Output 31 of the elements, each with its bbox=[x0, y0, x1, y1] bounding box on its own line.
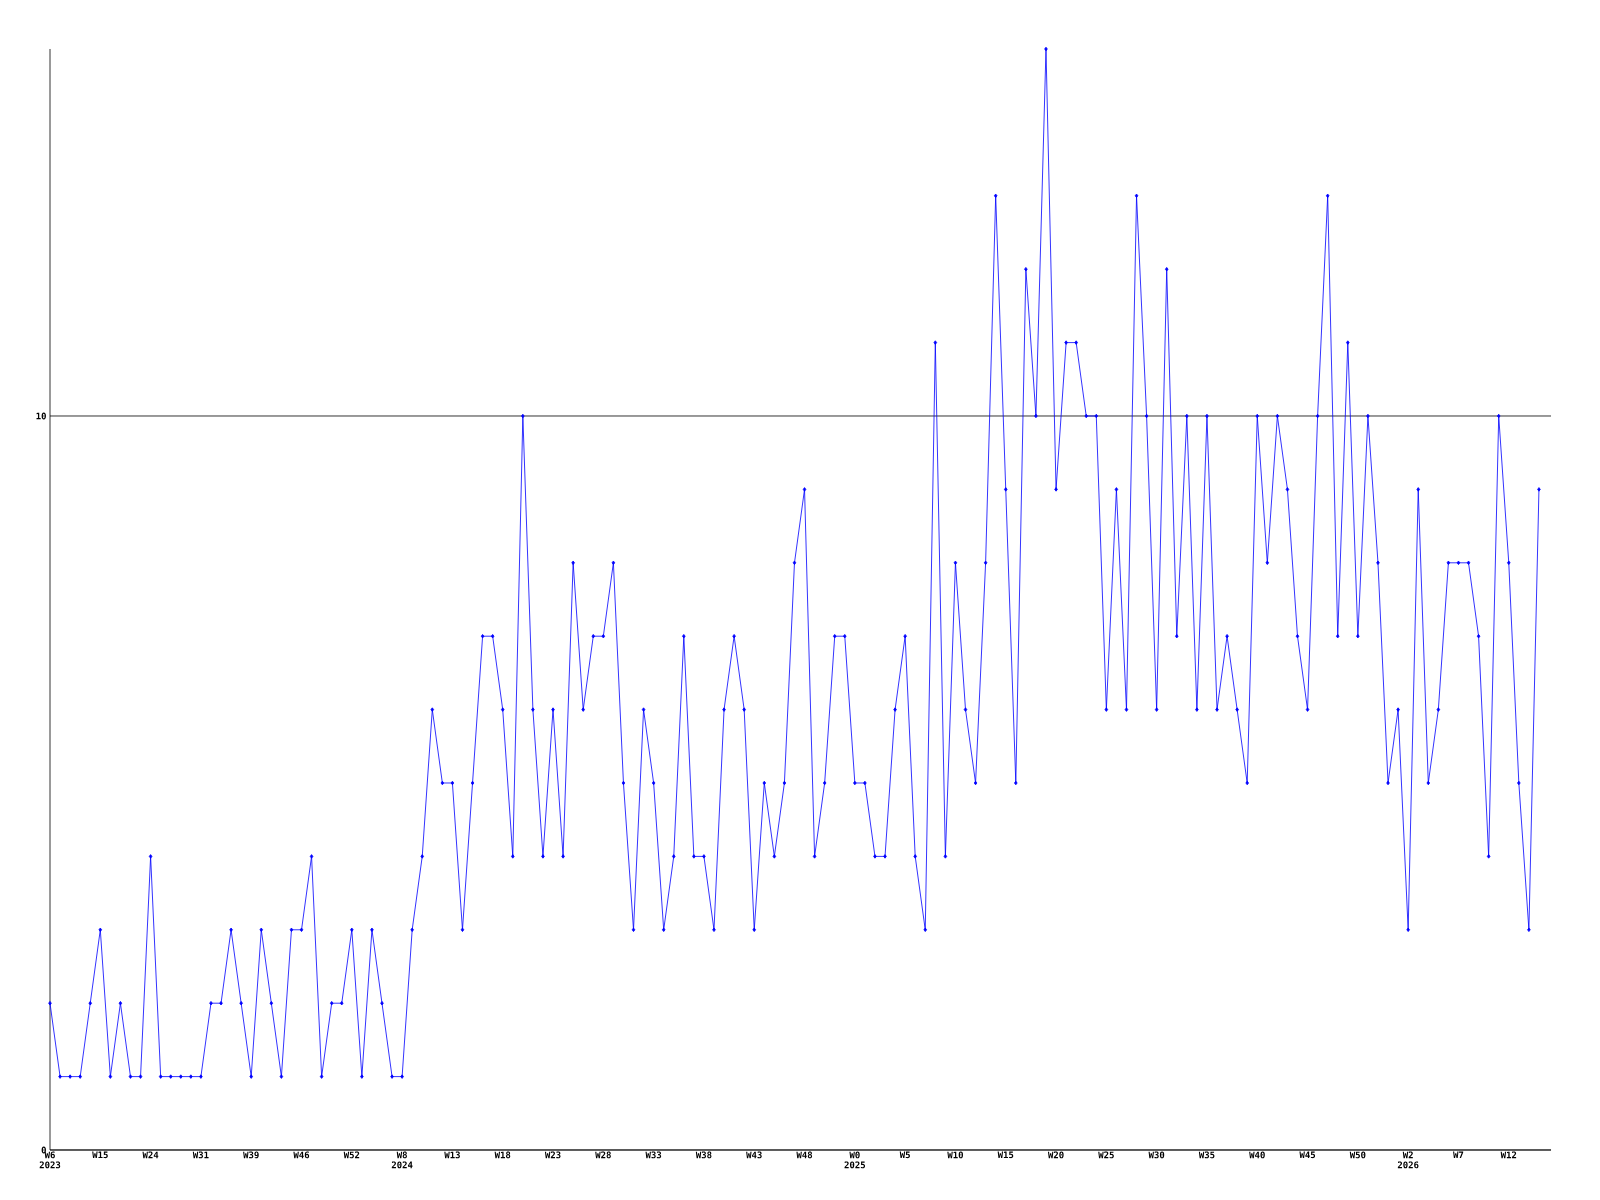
x-tick-label: W35 bbox=[1198, 1151, 1215, 1159]
x-tick-label: W43 bbox=[746, 1151, 762, 1159]
x-tick-label: W23 bbox=[544, 1151, 561, 1159]
x-tick-label: W48 bbox=[796, 1151, 813, 1159]
x-tick-label: W28 bbox=[595, 1151, 611, 1159]
x-tick-label: W38 bbox=[695, 1151, 712, 1159]
x-tick-label: W46 bbox=[293, 1151, 310, 1159]
x-tick-label: W25 bbox=[1098, 1151, 1114, 1159]
x-tick-label: W31 bbox=[192, 1151, 209, 1159]
x-tick-label: W13 bbox=[444, 1151, 460, 1159]
x-tick-label: W45 bbox=[1299, 1151, 1316, 1159]
x-tick-label: W15 bbox=[92, 1151, 108, 1159]
x-tick-label: W12 bbox=[1500, 1151, 1517, 1159]
x-tick-label: W15 bbox=[997, 1151, 1014, 1159]
x-tick-label: W50 bbox=[1349, 1151, 1366, 1159]
x-tick-label: W24 bbox=[142, 1151, 159, 1159]
y-tick-label: 0 bbox=[41, 1146, 46, 1154]
x-tick-label: W5 bbox=[899, 1151, 910, 1159]
x-tick-label: W18 bbox=[494, 1151, 511, 1159]
x-tick-label: W10 bbox=[947, 1151, 963, 1159]
x-tick-label: W52 bbox=[343, 1151, 360, 1159]
x-tick-label: W30 bbox=[1148, 1151, 1165, 1159]
y-tick-label: 10 bbox=[36, 412, 46, 420]
x-tick-label: W0 2025 bbox=[844, 1151, 866, 1169]
x-tick-label: W33 bbox=[645, 1151, 662, 1159]
x-tick-label: W39 bbox=[243, 1151, 259, 1159]
x-tick-label: W20 bbox=[1047, 1151, 1064, 1159]
x-tick-label: W7 bbox=[1453, 1151, 1464, 1159]
x-tick-label: W8 2024 bbox=[391, 1151, 413, 1169]
x-tick-label: W40 bbox=[1249, 1151, 1265, 1159]
x-tick-label: W2 2026 bbox=[1397, 1151, 1419, 1169]
